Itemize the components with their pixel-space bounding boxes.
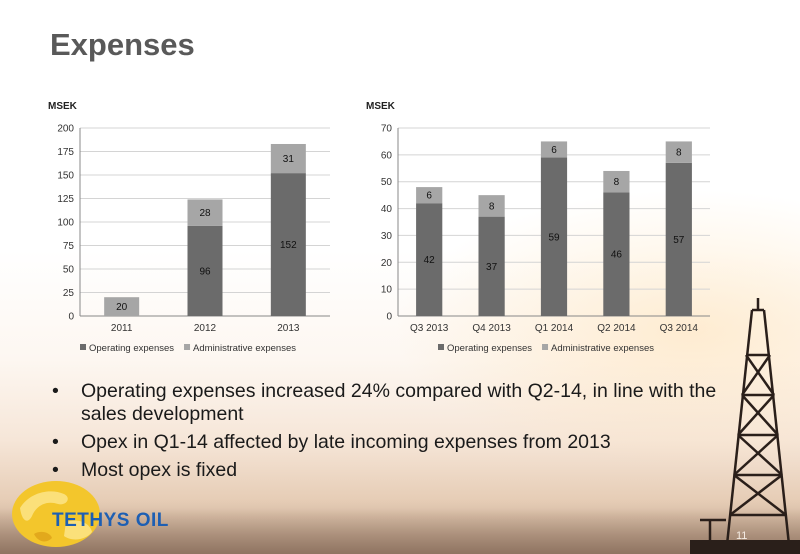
annual-expenses-chart: MSEK025507510012515017520002020119628201… (48, 101, 330, 354)
operating-bar (187, 225, 223, 316)
x-tick-label: Q2 2014 (597, 323, 636, 334)
legend-entry: Operating expenses (89, 343, 174, 354)
operating-bar (665, 162, 692, 316)
administrative-bar (540, 141, 568, 158)
y-tick-label: 70 (381, 124, 393, 135)
legend-swatch (542, 344, 549, 350)
bullet-item: Opex in Q1-14 affected by late incoming … (52, 431, 741, 454)
x-tick-label: Q3 2014 (660, 323, 699, 334)
slide-title: Expenses (50, 27, 195, 62)
y-tick-label: 175 (57, 147, 74, 158)
y-tick-label: 100 (57, 218, 74, 229)
y-tick-label: 50 (381, 177, 393, 188)
administrative-bar (187, 199, 223, 226)
y-tick-label: 150 (57, 171, 74, 182)
data-label: 8 (614, 177, 620, 188)
y-axis-label: MSEK (366, 101, 396, 112)
legend-swatch (184, 344, 191, 350)
y-tick-label: 0 (386, 312, 392, 323)
operating-bar (540, 157, 568, 316)
y-tick-label: 125 (57, 194, 74, 205)
y-tick-label: 200 (57, 124, 74, 135)
legend-swatch (438, 344, 444, 350)
data-label: 37 (486, 262, 498, 273)
y-tick-label: 50 (63, 265, 75, 276)
data-label: 8 (676, 148, 682, 159)
administrative-bar (416, 187, 443, 204)
page-number: 11 (736, 530, 748, 542)
x-tick-label: Q4 2013 (472, 323, 511, 334)
operating-bar (478, 216, 505, 316)
data-label: 6 (426, 191, 432, 202)
legend-entry: Administrative expenses (193, 343, 296, 354)
background-horizon (0, 508, 800, 554)
operating-bar (603, 192, 630, 316)
bullet-item: Most opex is fixed (52, 459, 741, 482)
data-label: 31 (283, 154, 295, 165)
data-label: 59 (548, 232, 560, 243)
tethys-oil-logo (12, 481, 100, 547)
data-label: 57 (673, 235, 685, 246)
administrative-bar (270, 143, 306, 174)
bullet-list: Operating expenses increased 24% compare… (52, 380, 741, 487)
data-label: 152 (280, 240, 297, 251)
x-tick-label: Q1 2014 (535, 323, 574, 334)
operating-bar (270, 173, 306, 316)
data-label: 8 (489, 201, 495, 212)
data-label: 46 (611, 250, 623, 261)
legend-swatch (80, 344, 86, 350)
y-axis-label: MSEK (48, 101, 78, 112)
data-label: 6 (551, 145, 557, 156)
administrative-bar (478, 195, 505, 217)
y-tick-label: 20 (381, 258, 393, 269)
data-label: 28 (199, 208, 211, 219)
logo-text: TETHYS OIL (52, 510, 169, 531)
bullet-item: Operating expenses increased 24% compare… (52, 380, 741, 426)
legend-entry: Administrative expenses (551, 343, 654, 354)
data-label: 96 (199, 266, 211, 277)
y-tick-label: 10 (381, 285, 393, 296)
y-tick-label: 60 (381, 150, 393, 161)
y-tick-label: 40 (381, 204, 393, 215)
oil-rig-silhouette (690, 298, 800, 554)
administrative-bar (665, 141, 692, 163)
legend-entry: Operating expenses (447, 343, 532, 354)
x-tick-label: Q3 2013 (410, 323, 449, 334)
data-label: 42 (424, 255, 436, 266)
y-tick-label: 75 (63, 241, 75, 252)
data-label: 20 (116, 302, 128, 313)
y-tick-label: 0 (68, 312, 74, 323)
x-tick-label: 2012 (194, 323, 217, 334)
y-tick-label: 30 (381, 231, 393, 242)
x-tick-label: 2013 (277, 323, 300, 334)
x-tick-label: 2011 (111, 323, 133, 334)
quarterly-expenses-chart: MSEK 0 10 20 30 40 50 60 70 42 6 Q3 2013 37 8 Q4 2013 5… (366, 101, 710, 354)
y-tick-label: 25 (63, 288, 75, 299)
administrative-bar (104, 297, 140, 316)
administrative-bar (603, 170, 630, 193)
operating-bar (416, 203, 443, 316)
